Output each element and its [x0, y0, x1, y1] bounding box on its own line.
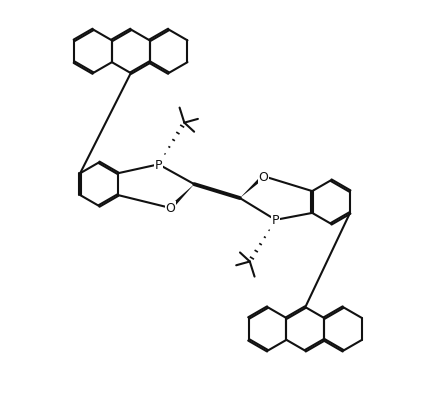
Text: O: O — [165, 202, 175, 215]
Text: P: P — [155, 158, 162, 171]
Polygon shape — [169, 185, 194, 210]
Text: P: P — [272, 214, 279, 227]
Text: O: O — [259, 170, 269, 183]
Polygon shape — [240, 175, 265, 198]
